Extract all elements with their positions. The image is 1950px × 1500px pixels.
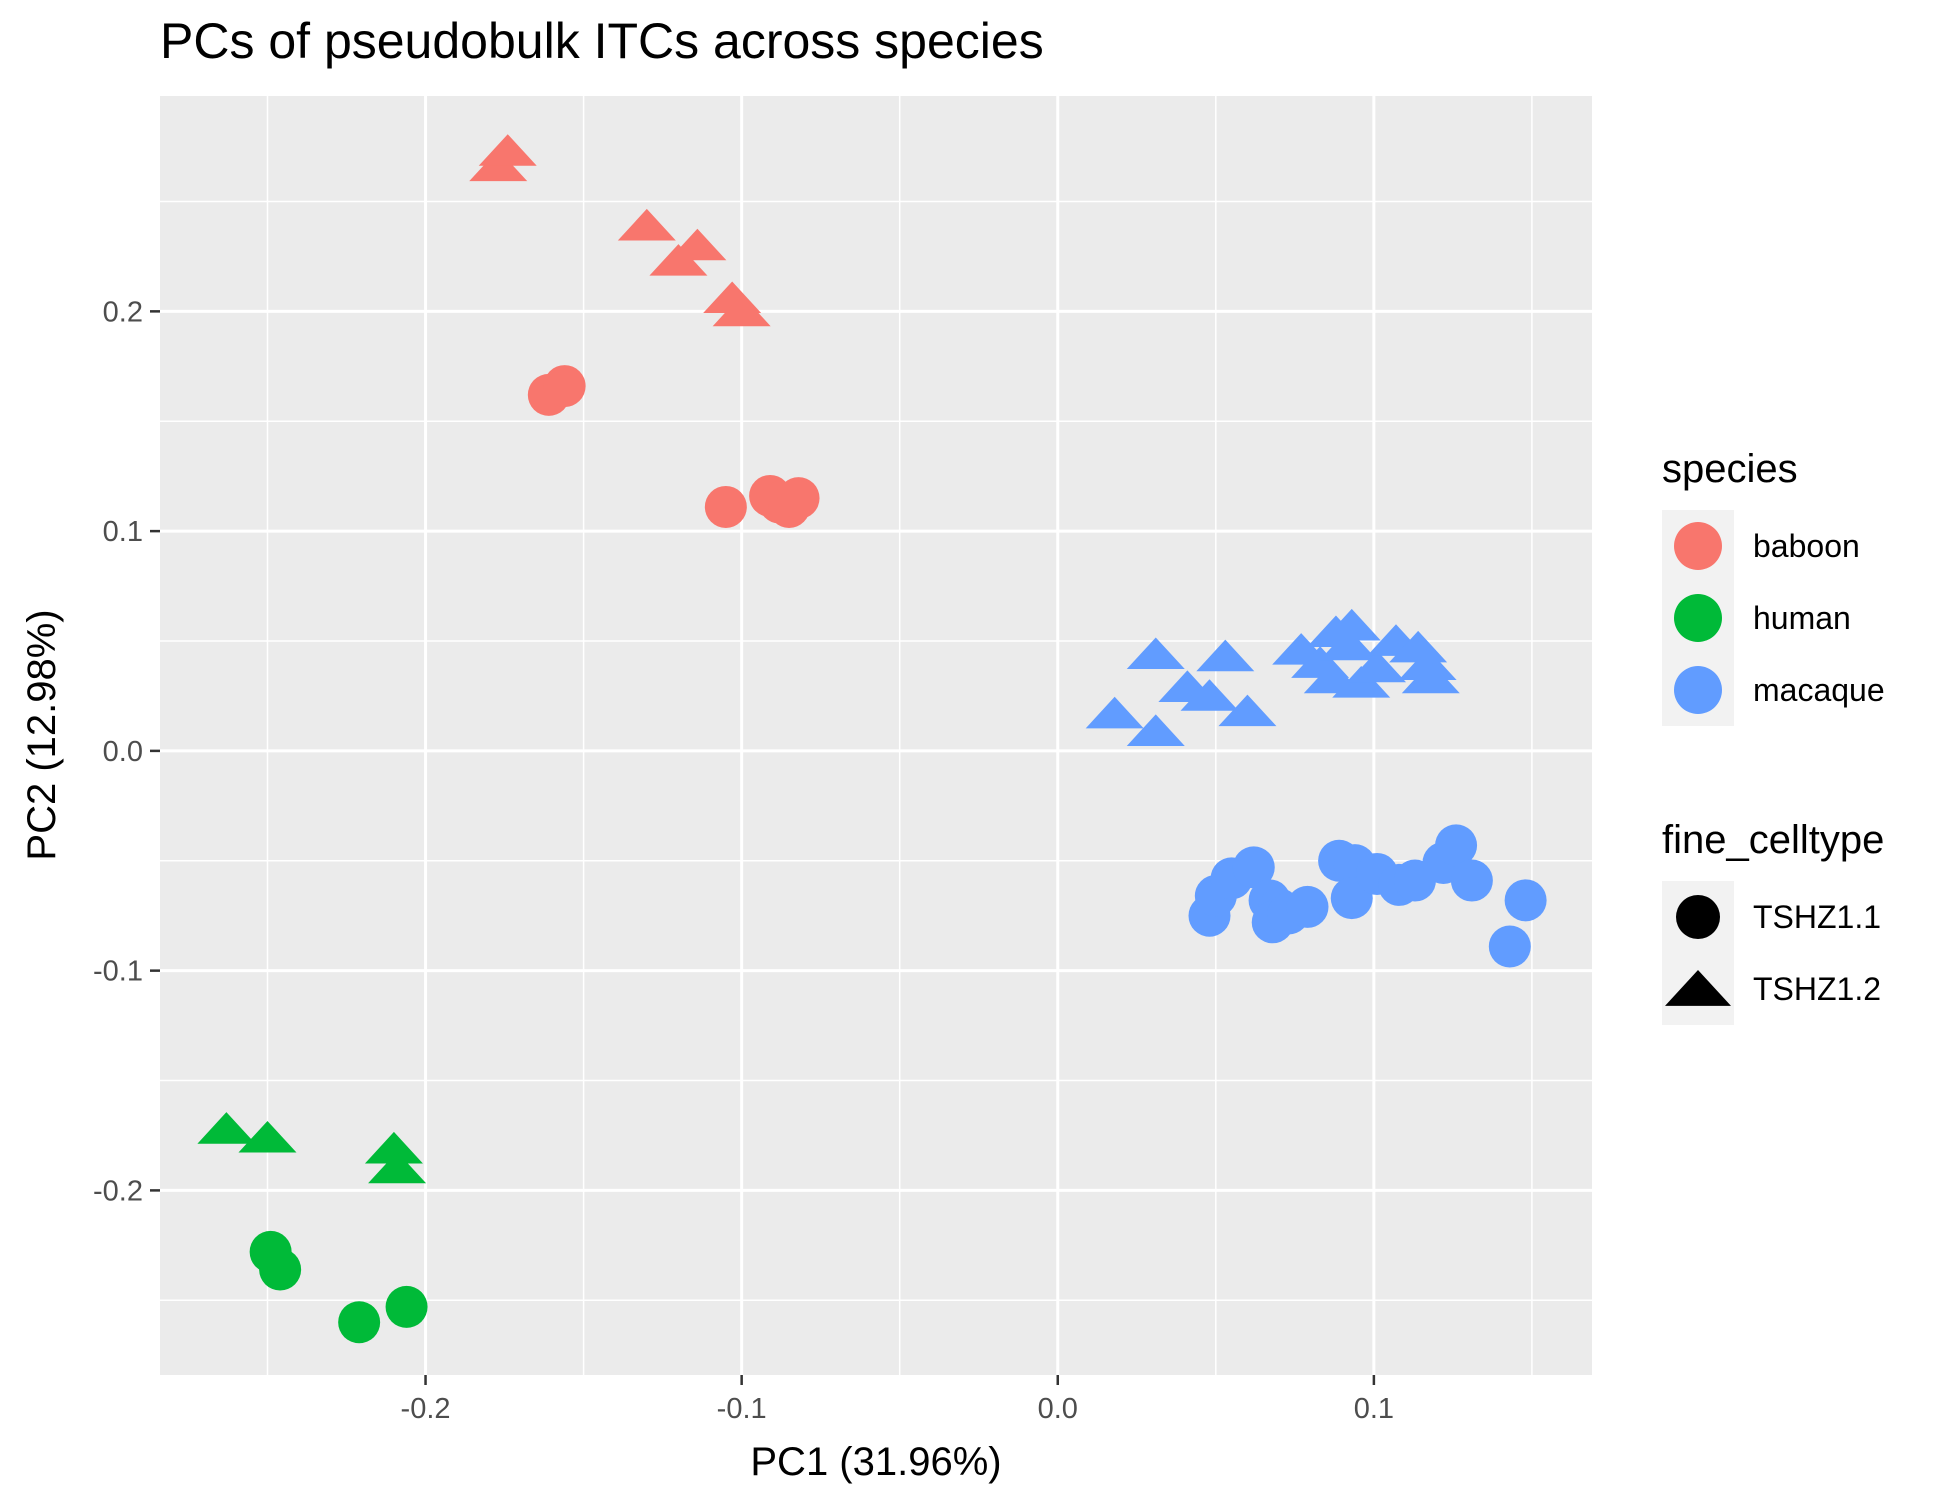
x-tick-label: -0.1 [717, 1393, 767, 1425]
legend-key-circle [1676, 895, 1720, 939]
chart-title: PCs of pseudobulk ITCs across species [160, 13, 1044, 69]
grid-lines [160, 96, 1592, 1375]
y-tick-label: -0.1 [93, 956, 143, 988]
legend-label-TSHZ1.2: TSHZ1.2 [1753, 971, 1881, 1007]
point-human-triangle [364, 1131, 423, 1164]
legend-label-baboon: baboon [1753, 528, 1860, 564]
point-macaque-triangle [1196, 639, 1255, 672]
point-baboon-triangle [712, 294, 771, 327]
legend-key-human [1674, 594, 1722, 642]
point-macaque-triangle [1180, 679, 1239, 711]
point-human-triangle [238, 1120, 297, 1153]
point-baboon-triangle [649, 244, 708, 276]
point-macaque-triangle [1348, 650, 1407, 683]
y-tick-label: 0.1 [103, 516, 143, 548]
point-macaque-triangle [1398, 648, 1457, 681]
point-human-triangle [368, 1151, 427, 1184]
legend-label-human: human [1753, 600, 1851, 636]
y-tick-label: -0.2 [93, 1175, 143, 1207]
legend-key-triangle [1665, 969, 1731, 1006]
point-macaque-circle [1504, 879, 1547, 922]
x-axis-title: PC1 (31.96%) [750, 1440, 1001, 1484]
legend-label-TSHZ1.1: TSHZ1.1 [1753, 899, 1881, 935]
celltype-legend-title: fine_celltype [1662, 818, 1884, 862]
point-human-circle [338, 1301, 381, 1344]
point-human-triangle [197, 1112, 256, 1144]
point-baboon-circle [777, 477, 820, 520]
point-macaque-circle [1286, 885, 1329, 928]
point-macaque-circle [1488, 925, 1531, 968]
y-axis-title: PC2 (12.98%) [20, 609, 64, 860]
legend: species baboon human macaque fine_celltype TS… [1662, 447, 1885, 1025]
legend-key-baboon [1674, 522, 1722, 570]
point-human-circle [259, 1248, 302, 1291]
point-baboon-triangle [617, 208, 676, 241]
point-macaque-circle [1435, 824, 1478, 867]
y-tick-label: 0.2 [103, 296, 143, 328]
legend-label-macaque: macaque [1753, 672, 1885, 708]
point-baboon-circle [704, 485, 747, 528]
y-tick-label: 0.0 [103, 736, 143, 768]
point-baboon-triangle [478, 134, 537, 166]
point-macaque-triangle [1401, 661, 1460, 694]
point-human-circle [385, 1285, 428, 1328]
point-macaque-triangle [1322, 608, 1381, 641]
x-tick-label: 0.0 [1038, 1393, 1078, 1425]
x-tick-label: -0.2 [401, 1393, 451, 1425]
data-points [197, 134, 1547, 1344]
point-baboon-circle [543, 365, 586, 408]
legend-key-macaque [1674, 666, 1722, 714]
axes: -0.2 -0.1 0.0 0.1 -0.2 -0.1 0.0 0.1 0.2 [93, 296, 1394, 1425]
x-tick-label: 0.1 [1354, 1393, 1394, 1425]
point-macaque-triangle [1319, 628, 1378, 661]
species-legend-title: species [1662, 447, 1798, 491]
point-macaque-circle [1232, 846, 1275, 889]
point-macaque-triangle [1085, 696, 1144, 729]
point-macaque-triangle [1126, 714, 1185, 746]
point-macaque-triangle [1126, 637, 1185, 670]
point-macaque-circle [1450, 859, 1493, 902]
point-macaque-triangle [1218, 694, 1277, 727]
